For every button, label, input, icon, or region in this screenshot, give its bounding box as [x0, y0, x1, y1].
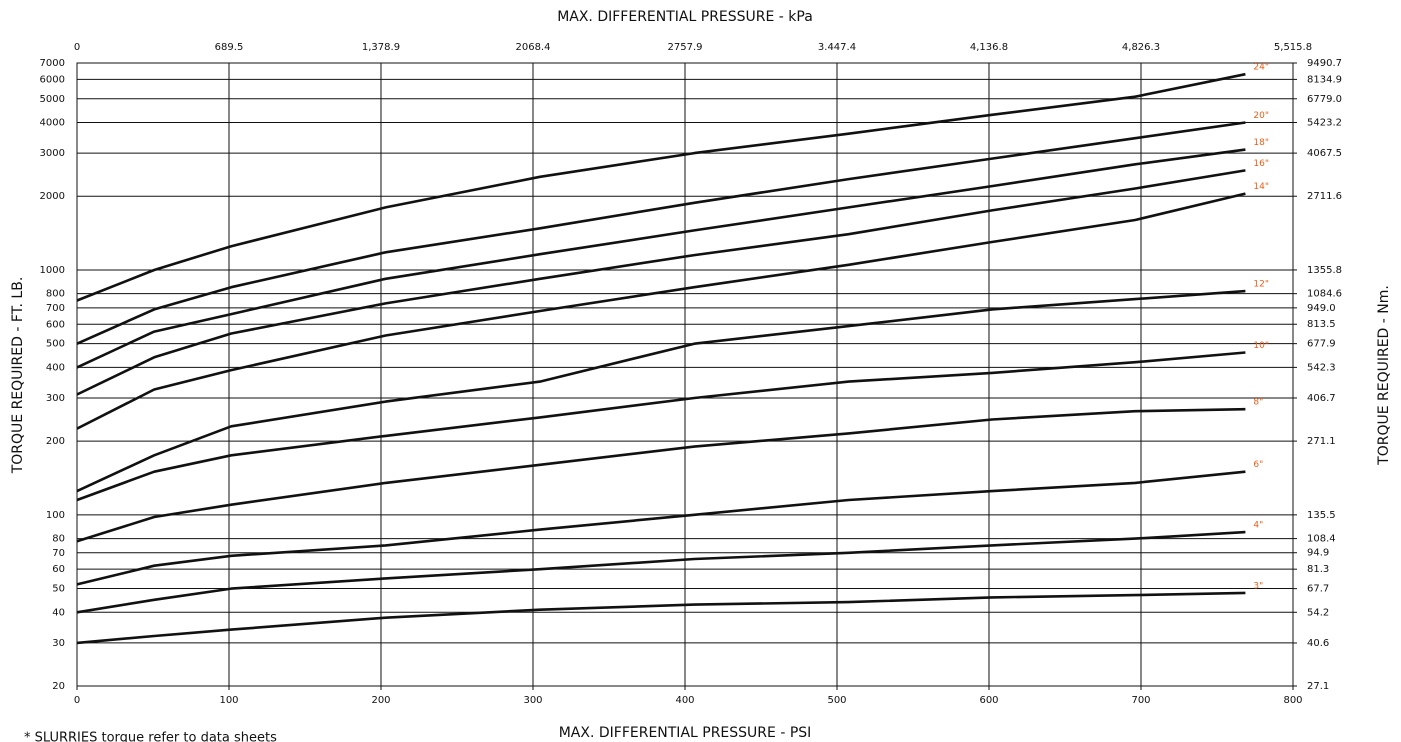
top-axis-title: MAX. DIFFERENTIAL PRESSURE - kPa — [557, 9, 813, 25]
y-tick-label: 4000 — [40, 118, 65, 129]
series-name: 16" — [1253, 159, 1269, 169]
series-name: 18" — [1253, 138, 1269, 148]
y2-tick-label: 1084.6 — [1307, 289, 1342, 300]
top-tick-label: 4,826.3 — [1122, 42, 1160, 53]
y-tick-label: 3000 — [40, 148, 65, 159]
right-axis-title: TORQUE REQUIRED - Nm. — [1376, 285, 1392, 466]
y-tick-label: 1000 — [40, 265, 65, 276]
y-tick-label: 500 — [46, 339, 65, 350]
y-tick-label: 20 — [52, 681, 65, 692]
series-line — [76, 351, 1246, 502]
top-tick-label: 5,515.8 — [1274, 42, 1312, 53]
y-tick-label: 80 — [52, 534, 65, 545]
y-tick-label: 70 — [52, 548, 65, 559]
series-line — [76, 289, 1246, 493]
series-name: 20" — [1253, 111, 1269, 121]
bottom-tick-label: 800 — [1283, 695, 1302, 706]
y2-tick-label: 8134.9 — [1307, 74, 1342, 85]
y-tick-label: 100 — [46, 510, 65, 521]
y-tick-label: 60 — [52, 564, 65, 575]
y2-tick-label: 94.9 — [1307, 548, 1329, 559]
bottom-tick-label: 600 — [979, 695, 998, 706]
y2-tick-label: 54.2 — [1307, 607, 1329, 618]
y2-tick-label: 135.5 — [1307, 510, 1336, 521]
top-tick-label: 3.447.4 — [818, 42, 856, 53]
series-name: 4" — [1253, 521, 1263, 531]
series-name: 24" — [1253, 63, 1269, 73]
y2-tick-label: 108.4 — [1307, 534, 1336, 545]
series-line — [76, 470, 1246, 586]
y-tick-label: 6000 — [40, 74, 65, 85]
series-name: 8" — [1253, 398, 1263, 408]
series-name: 6" — [1253, 460, 1263, 470]
bottom-tick-label: 400 — [675, 695, 694, 706]
bottom-tick-label: 0 — [74, 695, 80, 706]
series-line — [76, 192, 1246, 430]
y2-tick-label: 271.1 — [1307, 436, 1336, 447]
bottom-tick-label: 100 — [219, 695, 238, 706]
series-line — [76, 169, 1246, 396]
series-line — [76, 591, 1246, 645]
series-name: 14" — [1253, 182, 1269, 192]
y-tick-label: 50 — [52, 584, 65, 595]
y2-tick-label: 27.1 — [1307, 681, 1329, 692]
y2-tick-label: 9490.7 — [1307, 58, 1342, 69]
top-tick-label: 4,136.8 — [970, 42, 1008, 53]
y2-tick-label: 67.7 — [1307, 584, 1329, 595]
top-tick-label: 0 — [74, 42, 80, 53]
y2-tick-label: 813.5 — [1307, 319, 1336, 330]
left-axis-title: TORQUE REQUIRED - FT. LB. — [10, 277, 26, 475]
top-tick-label: 1,378.9 — [362, 42, 400, 53]
y-tick-label: 200 — [46, 436, 65, 447]
y-tick-label: 700 — [46, 303, 65, 314]
series-name: 10" — [1253, 341, 1269, 351]
series-line — [76, 148, 1246, 369]
y2-tick-label: 677.9 — [1307, 339, 1336, 350]
y-tick-label: 7000 — [40, 58, 65, 69]
top-tick-label: 2757.9 — [668, 42, 703, 53]
series-line — [76, 121, 1246, 345]
y-tick-label: 30 — [52, 638, 65, 649]
series-name: 12" — [1253, 280, 1269, 290]
series-line — [76, 407, 1246, 543]
y-tick-label: 800 — [46, 289, 65, 300]
y-tick-label: 5000 — [40, 94, 65, 105]
top-tick-label: 689.5 — [215, 42, 244, 53]
series-line — [76, 72, 1246, 302]
y-tick-label: 600 — [46, 319, 65, 330]
y2-tick-label: 2711.6 — [1307, 191, 1342, 202]
y2-tick-label: 6779.0 — [1307, 94, 1342, 105]
y2-tick-label: 542.3 — [1307, 362, 1336, 373]
bottom-tick-label: 500 — [827, 695, 846, 706]
y2-tick-label: 406.7 — [1307, 393, 1336, 404]
bottom-axis-title: MAX. DIFFERENTIAL PRESSURE - PSI — [559, 725, 812, 741]
bottom-tick-label: 200 — [371, 695, 390, 706]
footnote: * SLURRIES torque refer to data sheets — [24, 731, 277, 742]
y2-tick-label: 4067.5 — [1307, 148, 1342, 159]
y2-tick-label: 949.0 — [1307, 303, 1336, 314]
y-tick-label: 400 — [46, 362, 65, 373]
bottom-tick-label: 300 — [523, 695, 542, 706]
y2-tick-label: 5423.2 — [1307, 118, 1342, 129]
y-tick-label: 300 — [46, 393, 65, 404]
y2-tick-label: 81.3 — [1307, 564, 1329, 575]
bottom-tick-label: 700 — [1131, 695, 1150, 706]
y2-tick-label: 1355.8 — [1307, 265, 1342, 276]
y-tick-label: 2000 — [40, 191, 65, 202]
y-tick-label: 40 — [52, 607, 65, 618]
y2-tick-label: 40.6 — [1307, 638, 1329, 649]
top-tick-label: 2068.4 — [515, 42, 550, 53]
series-line — [76, 530, 1246, 614]
series-name: 3" — [1253, 581, 1263, 591]
